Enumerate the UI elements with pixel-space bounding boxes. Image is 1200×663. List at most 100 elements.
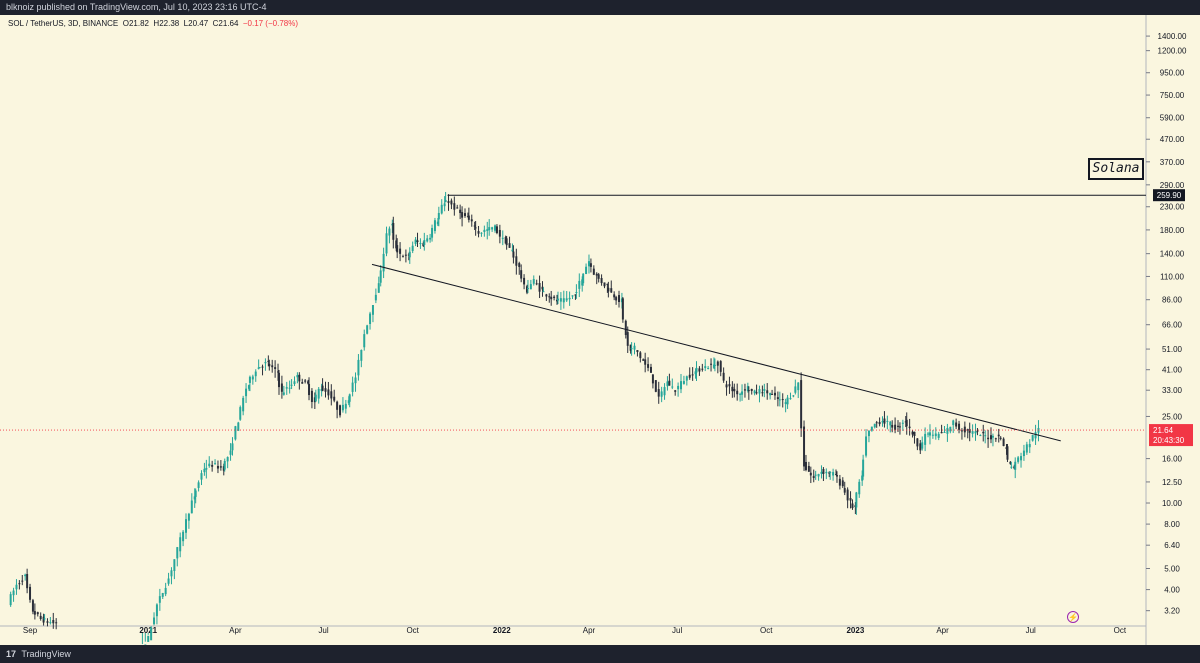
price-chart[interactable]: 1400.00 1200.00 950.00 750.00 590.00 470.00 37… [0,15,1200,645]
candle-body [716,361,719,366]
candle-body [483,229,486,232]
candle-body [771,393,774,395]
candle-body [886,420,889,422]
candle-body [290,384,293,386]
candle-body [293,381,296,385]
candle-body [618,295,621,303]
candle-body [237,422,240,431]
candle-body [245,388,248,397]
candle-body [841,480,844,487]
candle-body [526,288,529,290]
candle-body [875,422,878,424]
candle-body [773,392,776,396]
candle-body [436,221,439,225]
footer-bar: 17 TradingView [0,645,1200,663]
candle-body [858,481,861,495]
candle-body [550,296,553,300]
published-header: blknoiz published on TradingView.com, Ju… [0,0,1200,15]
candle-body [363,334,366,348]
candle-body [231,443,234,451]
candle-body [803,426,806,467]
candle-body [164,587,167,595]
candle-body [541,286,544,290]
candle-body [1028,444,1031,448]
candle-body [639,352,642,359]
candle-body [562,298,565,303]
candle-body [419,243,422,245]
candle-body [671,386,674,388]
candle-body [351,382,354,392]
candle-body [822,469,825,474]
candle-body [480,232,483,234]
candle-body [341,404,344,411]
candle-body [736,390,739,395]
candle-body [636,350,639,353]
candle-body [511,249,514,252]
candle-body [571,295,574,297]
candle-body [310,390,313,403]
candle-body [701,368,704,370]
y-tick-label: 5.00 [1164,565,1180,574]
candle-body [898,426,901,428]
candle-body [937,433,940,438]
candle-body [728,384,731,387]
candle-body [548,296,551,298]
candle-body [733,388,736,392]
candle-body [916,438,919,447]
candle-body [354,377,357,384]
x-tick-label: Oct [406,626,419,635]
candle-body [385,233,388,254]
candle-body [1002,438,1005,447]
candle-body [239,407,242,420]
candle-body [257,367,260,369]
candle-body [966,429,969,431]
candle-body [366,325,369,334]
candle-body [739,393,742,395]
candle-body [395,240,398,249]
candle-body [630,348,633,350]
candle-body [663,387,666,396]
lightning-icon[interactable]: ⚡ [1067,611,1079,623]
candle-body [846,489,849,501]
candle-body [574,294,577,296]
symbol-info[interactable]: SOL / TetherUS, 3D, BINANCE [8,19,119,28]
y-tick-label: 1400.00 [1158,32,1187,41]
candle-body [865,436,868,456]
candle-body [873,423,876,428]
candle-body [518,263,521,267]
candle-body [21,580,24,582]
candle-body [883,418,886,424]
countdown-label: 20:43:30 [1153,436,1185,445]
candle-body [832,472,835,476]
candle-body [473,225,476,227]
candle-body [197,482,200,488]
chart-title: Solana [1092,161,1140,176]
candle-body [789,398,792,400]
candle-body [268,363,271,367]
candle-body [741,391,744,395]
y-tick-label: 6.40 [1164,541,1180,550]
candle-body [804,461,807,471]
candle-body [722,372,725,381]
candle-body [559,298,562,302]
candle-body [433,220,436,232]
candle-body [187,513,190,521]
x-tick-label: Jul [1026,626,1036,635]
candle-body [905,419,908,427]
candle-body [974,431,977,434]
candle-body [182,531,185,542]
candle-body [797,382,800,391]
candle-body [610,288,613,293]
candle-body [719,361,722,372]
tradingview-logo-icon[interactable]: 17 [6,649,17,659]
candle-body [254,371,257,377]
candle-body [1031,435,1034,441]
candle-body [459,209,462,214]
candle-body [348,394,351,402]
candle-body [486,229,489,231]
candle-body [411,245,414,251]
candle-body [447,201,450,203]
candle-body [200,473,203,480]
candle-body [26,574,29,589]
candle-body [512,251,515,258]
